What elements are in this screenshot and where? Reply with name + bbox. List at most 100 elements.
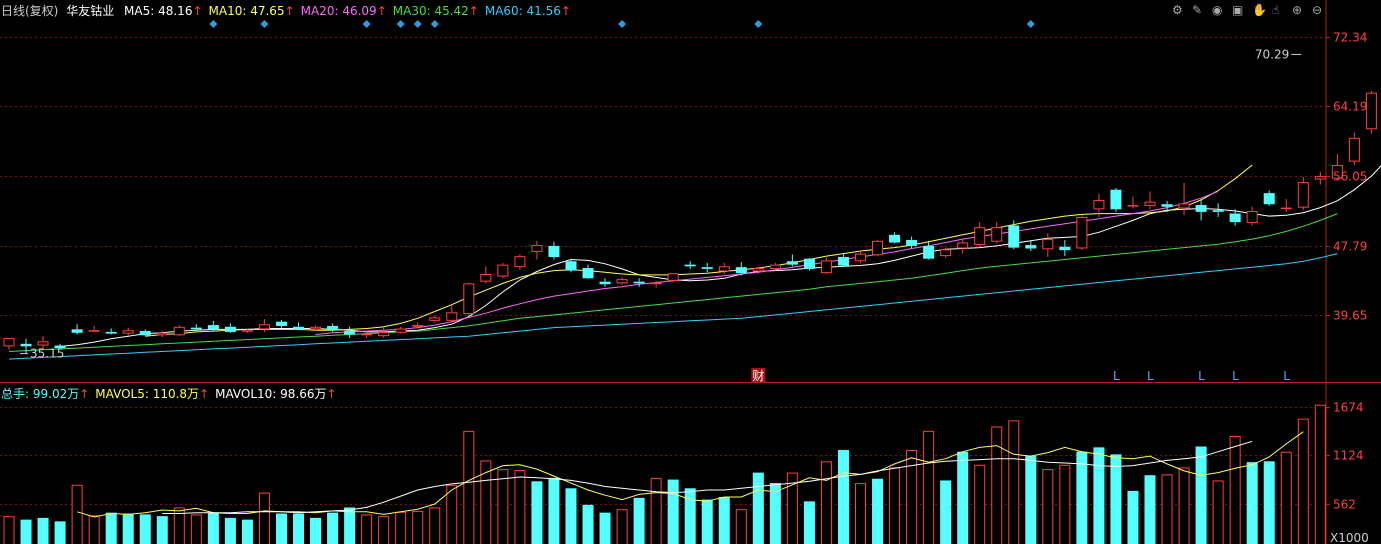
candle-body-up (667, 273, 679, 281)
candle (3, 337, 15, 350)
eye-icon[interactable]: ◉ (1212, 3, 1223, 17)
volume-bar-up (1297, 418, 1309, 544)
volume-bar-up (1161, 474, 1173, 544)
ma-line-ma60 (8, 253, 1338, 360)
candle (582, 264, 594, 280)
candle-body-down (1212, 210, 1224, 212)
mavol-line-mavol10 (162, 440, 1253, 514)
candle (139, 329, 151, 337)
candle (752, 267, 764, 275)
candle-body-up (412, 325, 424, 327)
candle (718, 262, 730, 275)
candle (1144, 191, 1156, 210)
candle (1110, 188, 1122, 212)
up-arrow-icon: ↑ (284, 4, 295, 18)
volume-bar-up (173, 507, 185, 544)
candle-body-down (803, 258, 815, 269)
volume-bar-up (378, 516, 390, 544)
candle-body-up (752, 268, 764, 272)
volume-bar-up (616, 509, 628, 544)
diamond-marker-icon (413, 20, 422, 28)
volume-bar-down (1246, 462, 1258, 544)
ma-legend: MA5: 48.16↑ MA10: 47.65↑ MA20: 46.09↑ MA30:… (118, 4, 571, 18)
volume-bar-down (1263, 461, 1275, 544)
volume-bar-up (1042, 469, 1054, 544)
candlestick-series: 70.29 35.15 (3, 47, 1377, 361)
candle (1008, 220, 1020, 250)
ma-legend-item: MA30: 45.42↑ (392, 4, 479, 18)
candle-body-up (463, 283, 475, 315)
chart-toolbar: ⚙ ✎ ◉ ▣ ✋ ☝ ⊕ ⊖ (1172, 3, 1332, 19)
candle-body-up (1348, 137, 1360, 162)
diamond-marker-icon (618, 20, 627, 28)
volume-bar-up (889, 467, 901, 544)
volume-bar-down (275, 513, 287, 544)
candle-body-down (1263, 193, 1275, 205)
package-icon[interactable]: ▣ (1232, 3, 1244, 17)
candle-body-up (361, 333, 373, 336)
candle-body-down (701, 267, 713, 269)
candle-body-down (20, 343, 32, 347)
candle-body-up (1365, 92, 1377, 130)
candle (633, 278, 645, 287)
volume-bar-down (1195, 446, 1207, 544)
volume-bar-down (310, 517, 322, 544)
hand-icon[interactable]: ✋ (1252, 3, 1267, 17)
volume-legend-item: MAVOL5: 110.8万↑ (95, 387, 210, 401)
candle (156, 331, 168, 338)
candle (616, 276, 628, 286)
candle-body-down (344, 331, 356, 335)
candle (344, 326, 356, 338)
candle-body-up (974, 227, 986, 246)
diamond-marker-icon (209, 20, 218, 28)
gear-icon[interactable]: ⚙ (1172, 3, 1183, 17)
candle-body-up (156, 332, 168, 336)
candle-body-down (139, 331, 151, 336)
candle-body-down (1195, 205, 1207, 212)
volume-bar-down (293, 513, 305, 544)
fingerprint-icon[interactable]: ☝ (1272, 3, 1280, 17)
volume-bar-down (803, 501, 815, 544)
candle (224, 323, 236, 333)
candle-body-up (258, 324, 270, 330)
volume-bar-down (1025, 456, 1037, 544)
volume-bar-down (837, 449, 849, 544)
candle-body-down (275, 321, 287, 326)
candle (1195, 199, 1207, 221)
candle (71, 324, 83, 335)
candle (207, 320, 219, 332)
candle (923, 240, 935, 260)
candle-body-down (735, 267, 747, 274)
volume-bar-up (497, 469, 509, 544)
price-tick-label: 56.05 (1333, 170, 1367, 184)
volume-bar-down (752, 472, 764, 544)
volume-bar-up (190, 514, 202, 544)
zoom-out-icon[interactable]: ⊖ (1312, 3, 1323, 17)
volume-bar-down (54, 521, 66, 544)
candle-body-down (923, 245, 935, 259)
candle-body-up (820, 260, 832, 274)
volume-bar-down (599, 512, 611, 544)
pen-icon[interactable]: ✎ (1192, 3, 1203, 17)
candle-body-up (497, 264, 509, 277)
volume-bar-down (139, 514, 151, 544)
candle-body-up (88, 330, 100, 332)
candle-body-up (1246, 211, 1258, 223)
candle (54, 343, 66, 350)
period-label[interactable]: 日线(复权) (1, 4, 59, 18)
volume-bar-up (429, 507, 441, 544)
candle-body-up (173, 326, 185, 336)
volume-bar-up (735, 509, 747, 544)
candle-body-down (327, 325, 339, 331)
diamond-marker-icon (430, 20, 439, 28)
volume-bar-down (718, 496, 730, 544)
candle (889, 232, 901, 244)
volume-bar-up (412, 510, 424, 544)
zoom-in-icon[interactable]: ⊕ (1292, 3, 1303, 17)
candle (837, 253, 849, 268)
up-arrow-icon: ↑ (560, 4, 571, 18)
candle (293, 322, 305, 331)
candle (855, 250, 866, 263)
